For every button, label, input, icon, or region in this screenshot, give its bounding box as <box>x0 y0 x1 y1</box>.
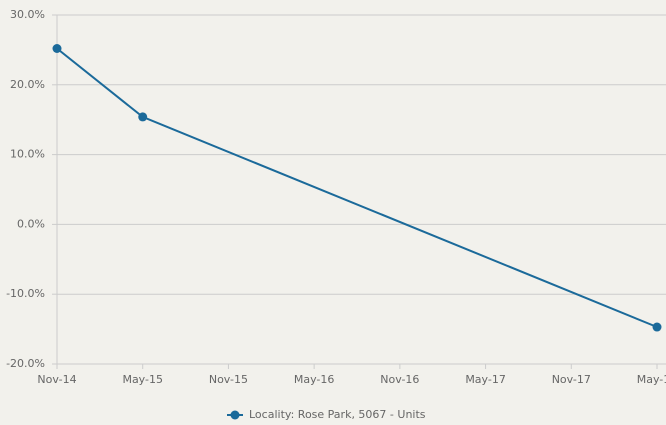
x-tick-label: Nov-15 <box>209 373 248 386</box>
x-tick-label: Nov-17 <box>552 373 591 386</box>
series-line <box>56 47 658 328</box>
point <box>138 112 148 122</box>
x-tick-label: Nov-14 <box>37 373 76 386</box>
legend-label: Locality: Rose Park, 5067 - Units <box>249 408 426 421</box>
x-tick-label: May-15 <box>122 373 163 386</box>
y-tick-label: 20.0% <box>10 78 45 91</box>
x-tick-label: May-18 <box>637 373 666 386</box>
point <box>52 44 62 54</box>
y-tick-label: 30.0% <box>10 8 45 21</box>
x-tick-label: May-17 <box>465 373 506 386</box>
legend-marker <box>230 410 240 420</box>
x-tick-label: Nov-16 <box>380 373 419 386</box>
x-tick-label: May-16 <box>294 373 335 386</box>
y-tick-label: 10.0% <box>10 148 45 161</box>
point <box>652 322 662 332</box>
y-tick-label: -10.0% <box>6 287 45 300</box>
y-tick-label: 0.0% <box>17 217 45 230</box>
y-tick-label: -20.0% <box>6 357 45 370</box>
